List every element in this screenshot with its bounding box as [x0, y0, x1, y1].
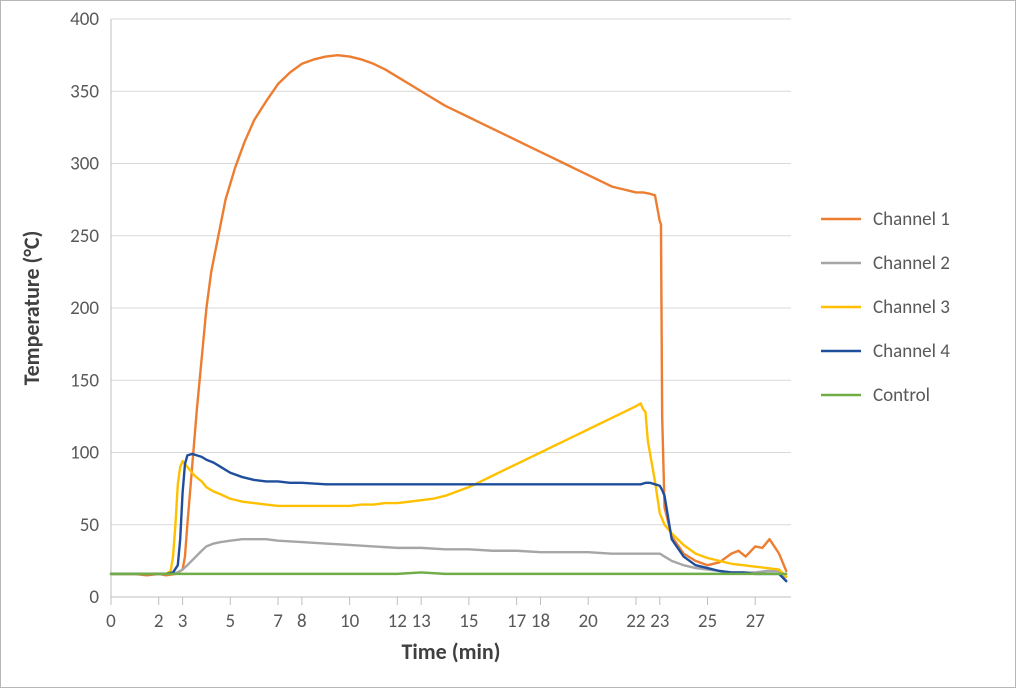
y-tick-label: 150 — [70, 369, 99, 392]
y-tick-label: 250 — [70, 225, 99, 248]
legend-label: Channel 4 — [873, 340, 950, 363]
x-tick-label: 8 — [297, 610, 307, 633]
x-tick-label: 5 — [225, 610, 235, 633]
legend-label: Channel 1 — [873, 208, 950, 231]
x-tick-label: 0 — [106, 610, 116, 633]
y-tick-label: 350 — [70, 80, 99, 103]
x-tick-label: 2 — [154, 610, 164, 633]
y-tick-label: 200 — [70, 297, 99, 320]
legend-label: Control — [873, 384, 930, 407]
y-tick-label: 100 — [70, 442, 99, 465]
y-tick-label: 400 — [70, 8, 99, 31]
x-tick-label: 27 — [746, 610, 766, 633]
temperature-line-chart: 0 50 100 150 200 250 300 350 400 0 23 5 78 10 1213 15 17… — [1, 1, 1016, 689]
chart-frame: 0 50 100 150 200 250 300 350 400 0 23 5 78 10 1213 15 17… — [0, 0, 1016, 688]
series-control — [111, 572, 786, 573]
y-axis-title: Temperature (°C) — [18, 231, 45, 386]
legend-label: Channel 2 — [873, 252, 950, 275]
x-tick-label: 25 — [698, 610, 717, 633]
y-tick-label: 0 — [89, 586, 99, 609]
x-tick-label: 7 — [273, 610, 283, 633]
x-tick-label: 23 — [650, 610, 669, 633]
legend-label: Channel 3 — [873, 296, 950, 319]
series-channel-4 — [111, 454, 786, 581]
x-tick-label: 12 — [388, 610, 407, 633]
y-tick-label: 50 — [80, 514, 100, 537]
x-tick-label: 15 — [459, 610, 478, 633]
x-tick-label: 13 — [412, 610, 431, 633]
x-tick-label: 17 — [507, 610, 527, 633]
x-tick-label: 22 — [626, 610, 645, 633]
series-channel-3 — [111, 403, 786, 576]
x-tick-label: 3 — [178, 610, 188, 633]
x-tick-label: 20 — [579, 610, 599, 633]
x-axis-title: Time (min) — [401, 638, 500, 665]
x-tick-label: 10 — [340, 610, 360, 633]
x-tick-label: 18 — [531, 610, 550, 633]
y-tick-label: 300 — [70, 153, 99, 176]
series-channel-1 — [111, 55, 786, 575]
